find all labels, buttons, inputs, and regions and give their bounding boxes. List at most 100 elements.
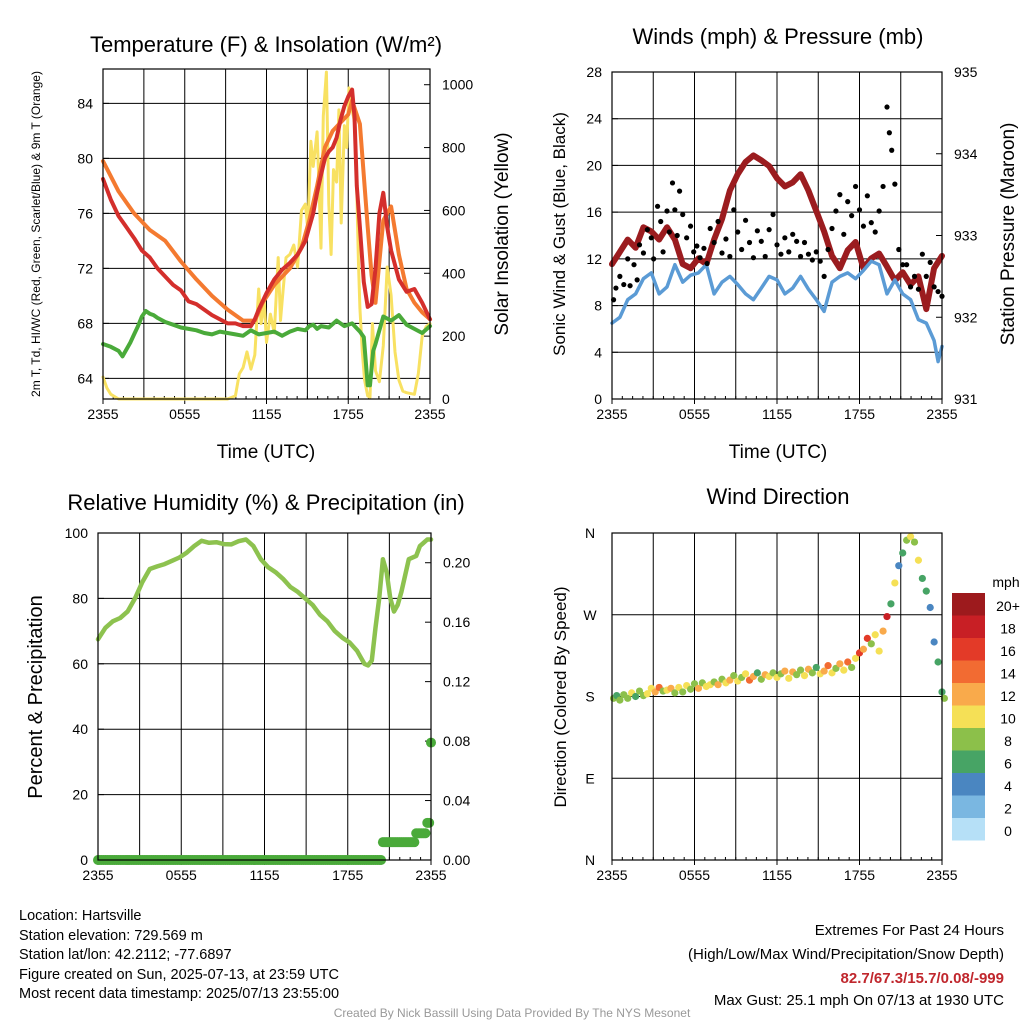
legend-label: 16 [1000,643,1016,659]
gust-point [691,249,697,255]
x-tick-label: 0555 [166,867,197,883]
gust-point [778,251,784,257]
panel-dir: 2355 0555 1155 1755 2355 Wind Direction N E S W N D… [551,484,958,883]
gust-point [809,257,815,263]
gust-point [884,104,890,110]
gust-point [694,243,700,249]
gust-point [919,251,925,257]
gust-point [880,183,886,190]
rh-line [95,537,434,668]
legend-swatch [952,683,985,706]
x-tick-label: 2355 [414,406,445,422]
extremes-info: Extremes For Past 24 Hours (High/Low/Max… [688,919,1004,1010]
gust-point [852,183,859,190]
gust-point [801,239,808,246]
x-tick-label: 2355 [596,867,627,883]
legend-swatch [952,818,985,841]
y-tick-label: 28 [586,64,602,80]
gust-point [634,277,640,283]
gust-point [731,207,737,213]
y2-tick-label: 0.16 [443,614,470,630]
y-tick-label: S [585,689,594,705]
gust-point [746,239,753,246]
y2-tick-label: 932 [954,309,978,325]
legend-label: 18 [1000,621,1016,637]
x-tick-label: 1155 [762,406,792,422]
gust-point [896,246,902,253]
station-info: Location: Hartsville Station elevation: … [19,907,339,1005]
direction-point [863,634,871,642]
direction-point [887,600,895,608]
precip-point [420,828,431,839]
direction-point [910,538,919,546]
gust-point [704,260,710,267]
gust-point [762,253,768,260]
x-tick-label: 0555 [679,867,710,883]
gust-point [931,284,937,290]
direction-point [922,587,930,595]
legend-title: mph [992,574,1019,590]
y-axis-label-right: Station Pressure (Maroon) [998,123,1019,346]
x-axis-label: Time (UTC) [729,442,828,463]
gust-point [625,256,631,262]
gust-point [864,193,870,199]
y2-tick-label: 0.12 [443,674,470,690]
extremes-title: Extremes For Past 24 Hours [814,922,1004,939]
y-tick-label: 4 [594,344,602,360]
legend-swatch [952,750,985,773]
gust-point [935,288,941,295]
gust-point [676,188,683,194]
insolation-line [101,70,432,401]
gust-point [644,227,650,233]
recent-text: Most recent data timestamp: 2025/07/13 2… [19,986,340,1002]
gust-point [797,253,804,260]
direction-point [824,662,832,670]
gust-point [889,147,895,153]
direction-point [930,638,938,646]
direction-point [616,696,624,704]
direction-point [694,684,703,692]
dewpoint-line [101,309,432,388]
direction-point [844,658,852,666]
legend-swatch [952,728,985,751]
y2-tick-label: 200 [442,328,466,344]
gust-point [900,262,906,268]
y-tick-label: 100 [65,525,89,541]
legend-label: 14 [1000,666,1016,682]
direction-point [671,689,679,697]
y-tick-label: 40 [72,721,88,737]
gust-point [907,284,914,290]
gust-point [770,211,776,218]
y2-tick-label: 0.08 [443,733,470,749]
direction-point [796,666,805,674]
gust-point [904,262,910,268]
gust-point [794,238,800,244]
direction-point [820,667,828,675]
direction-point [714,681,722,689]
chart-title: Temperature (F) & Insolation (W/m²) [90,32,442,57]
direction-point [631,692,640,701]
direction-point [926,603,934,612]
max-gust-text: Max Gust: 25.1 mph On 07/13 at 1930 UTC [713,992,1004,1009]
gust-point [669,180,676,186]
gust-point [923,273,929,279]
gust-point [927,259,933,265]
y-tick-label: 84 [77,95,93,111]
extremes-subtitle: (High/Low/Max Wind/Precipitation/Snow De… [688,946,1004,963]
plot-frame [611,532,943,861]
direction-point [753,669,761,677]
panel-wind: 2355 0555 1155 1755 2355 Winds (mph) & Pressu… [550,24,1019,463]
created-text: Figure created on Sun, 2025-07-13, at 23… [19,966,339,983]
legend-swatch [952,660,985,683]
x-tick-label: 2355 [596,406,627,422]
gust-point [680,211,686,218]
direction-point [812,663,820,672]
wind-speed-line [610,259,944,364]
chart-title: Winds (mph) & Pressure (mb) [633,24,924,49]
precip-point [409,837,420,848]
gust-point [886,130,892,136]
direction-point [918,574,926,583]
x-tick-label: 1755 [332,867,363,883]
y-tick-label: 64 [77,370,93,386]
